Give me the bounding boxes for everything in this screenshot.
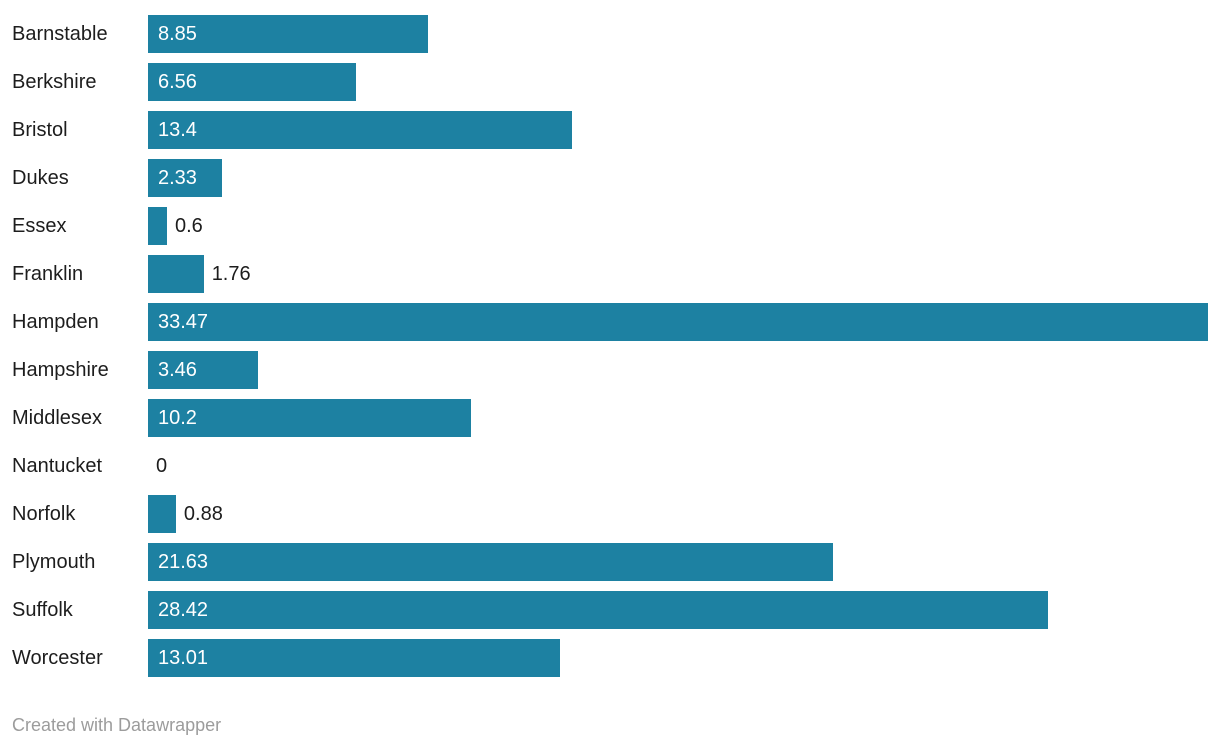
category-label: Berkshire (12, 70, 97, 93)
bar-value-label: 10.2 (158, 406, 197, 429)
bar-track: 10.2 (148, 399, 1208, 437)
bar (148, 495, 176, 533)
chart-row: Barnstable 8.85 (0, 10, 1220, 58)
bar-value-label: 13.4 (158, 118, 197, 141)
category-label: Bristol (12, 118, 68, 141)
chart-row: Essex 0.6 (0, 202, 1220, 250)
category-label: Worcester (12, 646, 103, 669)
chart-row: Hampshire 3.46 (0, 346, 1220, 394)
bar-track: 13.4 (148, 111, 1208, 149)
chart-row: Norfolk 0.88 (0, 490, 1220, 538)
bar-track: 0.6 (148, 207, 1208, 245)
bar (148, 591, 1049, 629)
category-label: Barnstable (12, 22, 108, 45)
bar-track: 0.88 (148, 495, 1208, 533)
category-label: Franklin (12, 262, 84, 285)
chart-row: Dukes 2.33 (0, 154, 1220, 202)
category-label: Nantucket (12, 454, 103, 477)
bar-value-label: 13.01 (158, 646, 209, 669)
category-label: Norfolk (12, 502, 76, 525)
chart-row: Suffolk 28.42 (0, 586, 1220, 634)
bar (148, 255, 204, 293)
bar (148, 351, 258, 389)
bar-track: 13.01 (148, 639, 1208, 677)
bar-value-label: 8.85 (158, 22, 197, 45)
bar-track: 6.56 (148, 63, 1208, 101)
category-label: Middlesex (12, 406, 103, 429)
bar-value-label: 6.56 (158, 70, 197, 93)
bar-track: 8.85 (148, 15, 1208, 53)
bar-value-label: 28.42 (158, 598, 209, 621)
bar-track: 33.47 (148, 303, 1208, 341)
datawrapper-credit-link[interactable]: Created with Datawrapper (12, 715, 222, 735)
category-label: Dukes (12, 166, 69, 189)
category-label: Hampshire (12, 358, 109, 381)
bar (148, 543, 833, 581)
bar-value-label: 2.33 (158, 166, 197, 189)
bar (148, 15, 429, 53)
bar-value-label: 1.76 (211, 262, 251, 285)
bar-value-label: 0.88 (183, 502, 223, 525)
category-label: Plymouth (12, 550, 96, 573)
bar-chart: Barnstable 8.85 Berkshire 6.56 Bristol 13.4 Du… (0, 10, 1220, 682)
bar (148, 111, 573, 149)
bar (148, 303, 1208, 341)
chart-row: Worcester 13.01 (0, 634, 1220, 682)
bar-value-label: 21.63 (158, 550, 209, 573)
category-label: Suffolk (12, 598, 73, 621)
bar (148, 207, 167, 245)
bar-value-label: 3.46 (158, 358, 197, 381)
category-label: Hampden (12, 310, 99, 333)
bar-track: 3.46 (148, 351, 1208, 389)
bar-track: 21.63 (148, 543, 1208, 581)
bar (148, 639, 560, 677)
bar (148, 63, 356, 101)
chart-row: Hampden 33.47 (0, 298, 1220, 346)
chart-row: Plymouth 21.63 (0, 538, 1220, 586)
bar-value-label: 33.47 (158, 310, 209, 333)
bar (148, 159, 222, 197)
chart-row: Franklin 1.76 (0, 250, 1220, 298)
bar-value-label: 0.6 (175, 214, 203, 237)
chart-row: Berkshire 6.56 (0, 58, 1220, 106)
bar (148, 399, 471, 437)
chart-row: Middlesex 10.2 (0, 394, 1220, 442)
chart-row: Nantucket 0 (0, 442, 1220, 490)
bar-track: 1.76 (148, 255, 1208, 293)
bar-track: 28.42 (148, 591, 1208, 629)
bar-value-label: 0 (156, 454, 168, 477)
category-label: Essex (12, 214, 67, 237)
bar-track: 2.33 (148, 159, 1208, 197)
chart-row: Bristol 13.4 (0, 106, 1220, 154)
bar-track: 0 (148, 447, 1208, 485)
